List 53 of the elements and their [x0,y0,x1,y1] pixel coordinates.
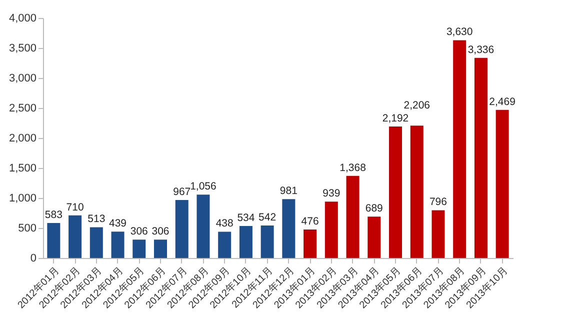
y-tick-label: 1,500 [8,162,36,174]
bar [496,110,509,258]
bar [175,200,188,258]
bar [239,226,252,258]
y-tick-label: 2,000 [8,132,36,144]
bar [196,194,210,258]
y-tick-label: 4,000 [8,12,36,24]
data-label: 2,192 [382,112,409,124]
bar [304,229,317,258]
data-label: 1,056 [190,180,217,193]
data-label: 534 [237,212,255,224]
data-label: 3,630 [446,26,473,38]
bar [389,126,402,258]
data-label: 981 [280,185,298,198]
data-label: 306 [130,226,148,238]
bar [132,240,146,258]
bar [218,232,232,258]
y-tick-label: 2,500 [8,102,36,114]
bar [90,227,103,258]
bar [410,126,424,258]
data-label: 939 [322,188,340,200]
data-label: 513 [88,213,106,226]
bar [346,176,360,258]
data-label: 583 [44,209,63,222]
bar [47,223,60,258]
bar [68,215,82,258]
bar [154,240,167,258]
y-tick-label: 500 [18,222,36,234]
y-tick-label: 1,000 [8,192,36,204]
data-label: 2,206 [404,100,430,112]
data-label: 438 [216,218,234,230]
y-tick-label: 3,500 [8,42,36,54]
bar [453,40,466,258]
bar [111,232,124,258]
bar [474,58,488,258]
data-label: 796 [429,196,448,208]
y-tick-label: 3,000 [8,72,36,84]
bar [282,199,296,258]
bar [260,225,274,258]
data-label: 967 [173,186,191,198]
bar [324,202,338,258]
data-label: 476 [301,215,319,228]
data-label: 689 [365,202,384,215]
data-label: 439 [109,218,127,230]
data-label: 1,368 [340,162,366,174]
y-tick-label: 0 [30,252,36,264]
data-label: 306 [152,226,170,238]
data-label: 710 [66,201,84,214]
data-label: 2,469 [489,96,516,108]
data-label: 542 [258,211,276,224]
bar [368,216,381,258]
data-label: 3,336 [468,44,494,56]
bar [432,210,445,258]
